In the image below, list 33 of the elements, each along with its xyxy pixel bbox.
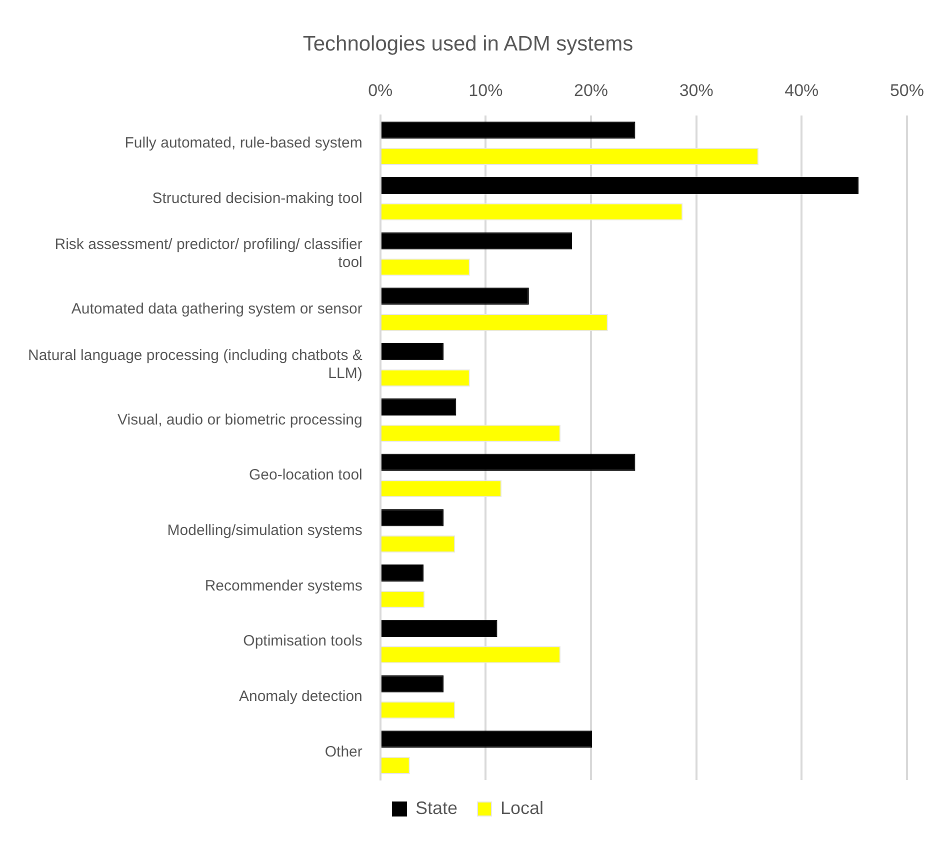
x-tick-label: 40% [784,81,819,100]
bar [381,232,572,250]
y-tick-label: Anomaly detection [238,688,362,706]
x-tick-label: 10% [468,81,503,100]
bar [381,398,456,416]
x-tick-label: 30% [679,81,714,100]
bar [381,620,498,637]
y-tick-label: Modelling/simulation systems [167,522,362,539]
y-tick-label: Fully automated, rule-based system [124,134,362,152]
y-tick-label: Risk assessment/ predictor/ profiling/ classifier tool [54,236,362,272]
x-tick-label: 20% [574,81,608,100]
bar [381,564,424,582]
bar [381,675,444,692]
legend-label: Local [500,798,544,818]
legend-label: State [415,798,458,818]
y-tick-label: Other [324,743,362,760]
y-tick-label: Recommender systems [204,577,362,594]
bar [381,288,529,305]
bar [381,454,636,471]
y-tick-label: Visual, audio or biometric processing [118,411,362,428]
bar [381,343,444,360]
bar [381,509,444,526]
bar [381,122,636,139]
x-tick-label: 0% [368,81,393,100]
bar [381,176,859,194]
bar [381,730,592,748]
y-tick-label: Structured decision-making tool [152,190,362,207]
y-tick-label: Natural language processing (including chatbots & LLM) [28,346,362,382]
y-tick-label: Geo-location tool [248,466,362,484]
x-tick-label: 50% [890,81,924,100]
y-tick-label: Automated data gathering system or sensor [71,300,362,318]
chart-title: Technologies used in ADM systems [302,32,634,56]
y-tick-label: Optimisation tools [243,632,362,650]
